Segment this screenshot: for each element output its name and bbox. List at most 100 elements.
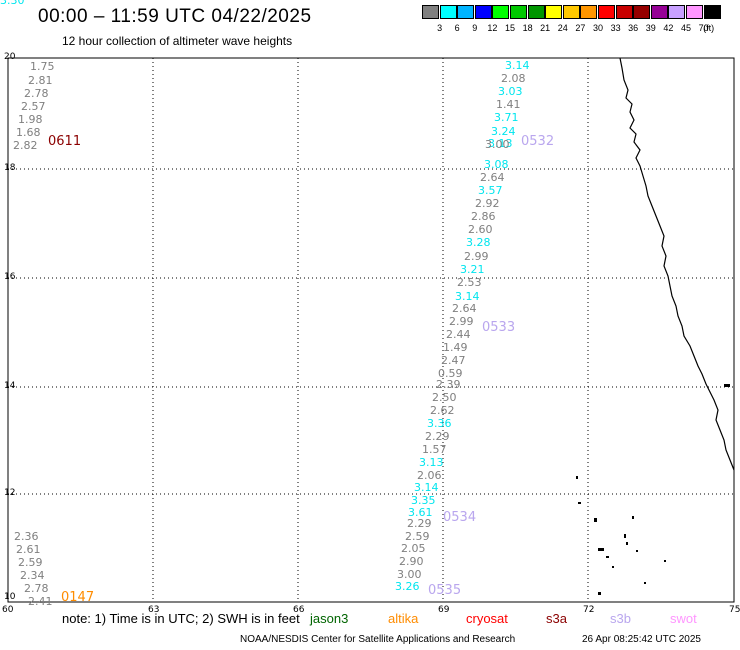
map-title: 00:00 – 11:59 UTC 04/22/2025 bbox=[38, 6, 312, 27]
lon-tick-label: 72 bbox=[583, 605, 594, 615]
pass-time-label: 0147 bbox=[61, 590, 94, 605]
footer-timestamp: 26 Apr 08:25:42 UTC 2025 bbox=[582, 634, 701, 645]
wave-height-label: 2.82 bbox=[13, 139, 38, 152]
lon-tick-label: 60 bbox=[2, 605, 14, 615]
legend-label: 36 bbox=[628, 23, 639, 33]
legend-label: 45 bbox=[680, 23, 692, 33]
legend-label: 12 bbox=[487, 23, 498, 33]
lat-tick-label: 16 bbox=[4, 272, 16, 282]
lat-tick-label: 14 bbox=[4, 381, 16, 391]
wave-height-label: 3.57 bbox=[478, 184, 503, 197]
wave-height-label: 2.92 bbox=[475, 197, 500, 210]
wave-height-label: 3.61 bbox=[408, 506, 433, 519]
wave-height-label: 2.78 bbox=[24, 582, 49, 595]
pass-time-labels: 0611 0147 0532 0533 0534 0535 bbox=[48, 134, 554, 605]
wave-height-label: 2.64 bbox=[480, 171, 505, 184]
pass-time-label: 0535 bbox=[428, 583, 461, 598]
lat-tick-label: 10 bbox=[4, 592, 16, 602]
wave-height-label: 3.24 bbox=[491, 125, 516, 138]
lon-tick-label: 75 bbox=[729, 605, 740, 615]
wave-height-label: 2.34 bbox=[20, 569, 45, 582]
wave-height-label: 3.03 bbox=[498, 85, 523, 98]
lon-tick-label: 69 bbox=[438, 605, 450, 615]
wave-height-label: 2.29 bbox=[407, 517, 432, 530]
wave-height-label: 1.68 bbox=[16, 126, 41, 139]
wave-height-label: 2.05 bbox=[401, 542, 426, 555]
wave-height-label: 2.39 bbox=[436, 378, 461, 391]
wave-height-label: 3.14 bbox=[505, 59, 530, 72]
wave-height-label: 2.47 bbox=[441, 354, 466, 367]
wave-height-label: 3.28 bbox=[466, 236, 491, 249]
legend-swatch bbox=[580, 5, 598, 19]
wave-height-label: 3.35 bbox=[411, 494, 436, 507]
wave-height-label: 3.00 bbox=[397, 568, 422, 581]
footer-credit: NOAA/NESDIS Center for Satellite Applica… bbox=[240, 634, 516, 645]
legend-label: (ft) bbox=[703, 23, 715, 33]
wave-height-label: 2.78 bbox=[24, 87, 49, 100]
satellite-name-cryosat: cryosat bbox=[466, 611, 508, 626]
legend-label: 39 bbox=[645, 23, 656, 33]
legend-label: 27 bbox=[575, 23, 586, 33]
legend-swatch bbox=[562, 5, 580, 19]
lon-tick-label: 63 bbox=[148, 605, 159, 615]
legend-swatch bbox=[527, 5, 545, 19]
satellite-name-swot: swot bbox=[670, 611, 697, 626]
legend-swatch bbox=[439, 5, 457, 19]
pass-time-label: 0611 bbox=[48, 134, 81, 149]
wave-height-label: 2.06 bbox=[417, 469, 442, 482]
grid-lines bbox=[8, 58, 734, 602]
legend-swatch bbox=[598, 5, 615, 19]
satellite-name-s3b: s3b bbox=[610, 611, 631, 626]
satellite-name-jason3: jason3 bbox=[310, 611, 349, 626]
legend-label: 42 bbox=[663, 23, 674, 33]
wave-height-label: 2.81 bbox=[28, 74, 53, 87]
map-frame bbox=[7, 57, 735, 603]
wave-height-label: 2.60 bbox=[468, 223, 493, 236]
wave-height-label: 3.26 bbox=[395, 580, 420, 593]
legend-swatch bbox=[650, 5, 668, 19]
pass-time-label: 0534 bbox=[443, 510, 476, 525]
wave-height-labels: 1.752.812.782.571.981.682.822.362.612.59… bbox=[0, 0, 530, 608]
legend-swatch bbox=[474, 5, 492, 19]
wave-height-label: 3.71 bbox=[494, 111, 519, 124]
legend-label: 9 bbox=[472, 23, 478, 33]
wave-height-label: 2.90 bbox=[399, 555, 424, 568]
satellite-name-altika: altika bbox=[388, 611, 419, 626]
wave-height-label: 1.98 bbox=[18, 113, 43, 126]
legend-swatch bbox=[703, 5, 721, 19]
pass-time-label: 0532 bbox=[521, 134, 554, 149]
legend-swatch bbox=[686, 5, 703, 19]
wave-height-label: 1.49 bbox=[443, 341, 468, 354]
satellite-name-s3a: s3a bbox=[546, 611, 567, 626]
wave-height-label: 0.59 bbox=[438, 367, 463, 380]
wave-height-label: 3.21 bbox=[460, 263, 485, 276]
lat-tick-label: 20 bbox=[4, 52, 16, 62]
wave-height-label: 3.00 bbox=[485, 138, 510, 151]
wave-height-label: 1.57 bbox=[422, 443, 447, 456]
wave-height-label: 2.41 bbox=[28, 595, 53, 608]
lat-tick-label: 12 bbox=[4, 488, 15, 498]
legend-label: 30 bbox=[592, 23, 604, 33]
axis-tick-labels: 20 18 16 14 12 10 60 63 66 69 72 75 bbox=[2, 52, 740, 615]
wave-height-label: 1.75 bbox=[30, 60, 55, 73]
wave-height-label: 2.50 bbox=[432, 391, 457, 404]
pass-time-label: 0533 bbox=[482, 320, 515, 335]
legend-swatch bbox=[422, 5, 439, 19]
legend-swatch bbox=[510, 5, 527, 19]
wave-height-label: 2.59 bbox=[18, 556, 43, 569]
wave-height-label: 2.99 bbox=[464, 250, 489, 263]
wave-height-label: 2.62 bbox=[430, 404, 455, 417]
wave-height-label: 3.13 bbox=[419, 456, 444, 469]
legend-swatch bbox=[668, 5, 686, 19]
wave-height-label: 3.08 bbox=[484, 158, 509, 171]
wave-height-label: 2.61 bbox=[16, 543, 41, 556]
coastline bbox=[619, 57, 735, 471]
legend-swatch bbox=[545, 5, 563, 19]
lat-tick-label: 18 bbox=[4, 163, 16, 173]
wave-height-label: 2.64 bbox=[452, 302, 477, 315]
legend-label: 70 bbox=[698, 23, 709, 33]
wave-height-label: 2.08 bbox=[501, 72, 526, 85]
wave-height-label: 2.53 bbox=[457, 276, 482, 289]
legend-label: 18 bbox=[522, 23, 533, 33]
